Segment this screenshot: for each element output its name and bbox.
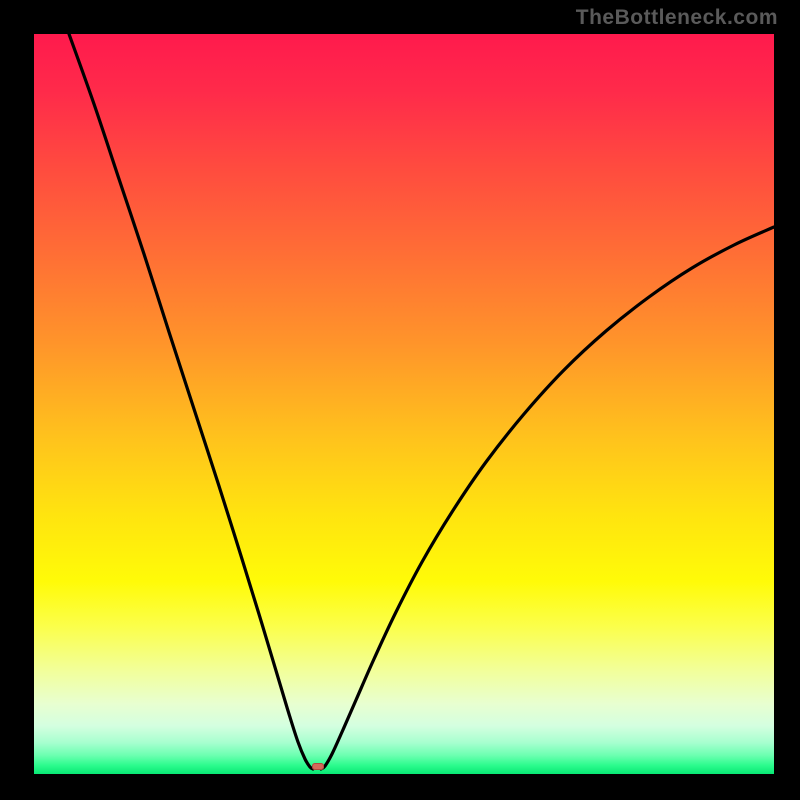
bottleneck-curve <box>34 34 774 774</box>
minimum-marker <box>312 763 324 770</box>
plot-area <box>34 34 774 774</box>
watermark-text: TheBottleneck.com <box>576 6 778 30</box>
